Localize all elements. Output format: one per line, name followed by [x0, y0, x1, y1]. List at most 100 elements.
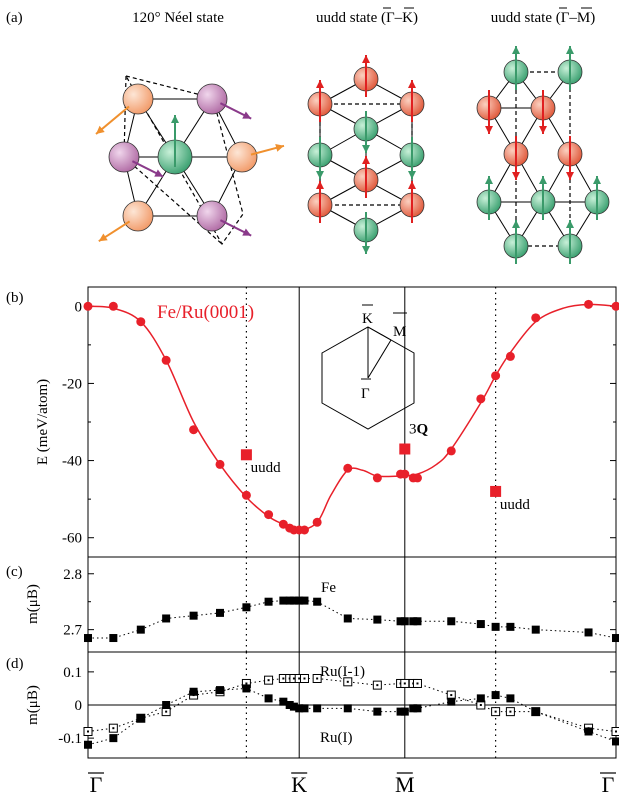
fe-moment-point — [162, 614, 171, 623]
fe-moment-point — [413, 617, 422, 626]
bz-mg — [367, 339, 392, 379]
y-axis-label-b: E (meV/atom) — [35, 379, 51, 465]
spin-arrow — [408, 80, 416, 122]
ru-i-1-point-dot — [615, 730, 617, 733]
spin-arrow — [362, 111, 370, 153]
ru-i-point — [295, 704, 304, 713]
ru-i-1-point-dot — [450, 694, 453, 697]
bz-inset: K M Γ — [321, 304, 415, 430]
y-tick-label: 0 — [75, 698, 83, 714]
bz-hexagon — [321, 326, 415, 430]
bz-label-m: M — [393, 324, 406, 340]
ru-i-point — [373, 707, 382, 716]
fe-moment-point — [447, 617, 456, 626]
fe-moment-point — [242, 603, 251, 612]
atom — [226, 141, 258, 173]
spin-arrow — [171, 115, 179, 167]
ru-i-1-point-dot — [292, 677, 295, 680]
special-state-point — [490, 485, 502, 497]
title-uudd-gm: uudd state (Γ–M) — [491, 10, 596, 26]
annotation-uudd-2: uudd — [500, 497, 530, 513]
energy-point — [343, 463, 353, 473]
spin-arrow — [362, 156, 370, 198]
ru-i-point — [396, 707, 405, 716]
fe-moment-point — [279, 596, 288, 605]
energy-point — [400, 469, 410, 479]
label-fe: Fe — [321, 580, 336, 596]
spin-arrow — [593, 176, 601, 220]
ru-i-1-line — [87, 678, 617, 732]
chart-title-b: Fe/Ru(0001) — [157, 302, 254, 323]
energy-point — [241, 490, 251, 500]
fe-moment-points — [84, 596, 619, 643]
ru-i-1-point-dot — [298, 677, 301, 680]
fe-moment-point — [136, 625, 145, 634]
special-state-point — [240, 449, 252, 461]
spin-arrow — [219, 219, 252, 237]
energy-point — [136, 317, 146, 327]
ru-i-1-point-dot — [87, 730, 89, 733]
fe-moment-point — [300, 596, 309, 605]
fe-moment-point — [216, 608, 224, 617]
y-tick-label: 0.1 — [63, 665, 82, 681]
panel-d: 0.1 0 -0.1 m(μB) Ru(I-1) Ru(I) — [25, 651, 619, 759]
spin-arrow — [539, 176, 547, 220]
ru-i-point — [109, 734, 118, 743]
label-ru-i-1: Ru(I-1) — [320, 664, 365, 680]
fe-moment-point — [313, 597, 322, 606]
spin-arrow — [316, 181, 324, 223]
fe-moment-point — [612, 634, 619, 643]
symmetry-lines-d — [245, 652, 497, 758]
ru-i-point — [491, 691, 500, 700]
fe-moment-point — [506, 622, 515, 631]
panel-b: 0 -20 -40 -60 E (meV/atom) Fe/Ru(0001) K M … — [35, 286, 619, 558]
ru-i-point — [343, 704, 352, 713]
atom — [108, 141, 140, 173]
ru-i-point — [409, 704, 418, 713]
ru-i-point — [162, 701, 171, 709]
y-ticks-b: 0 -20 -40 -60 — [62, 299, 616, 547]
spin-arrow — [566, 136, 574, 180]
spin-arrow — [408, 181, 416, 223]
ru-i-point — [313, 704, 322, 713]
y-tick-label: 2.8 — [63, 567, 82, 583]
y-tick-label: -0.1 — [58, 731, 82, 747]
spin-arrow — [219, 102, 252, 120]
ru-i-point — [136, 714, 145, 723]
y-axis-label-c: m(μB) — [25, 584, 41, 624]
spin-arrow — [316, 137, 324, 179]
ru-i-1-point-dot — [112, 727, 115, 730]
atom — [122, 200, 154, 232]
fe-moment-point — [531, 625, 540, 634]
ru-i-1-point-dot — [376, 684, 379, 687]
frame-c — [87, 556, 617, 653]
spin-arrow — [250, 143, 285, 156]
energy-point — [299, 525, 309, 535]
title-neel: 120° Néel state — [132, 10, 224, 26]
energy-point — [312, 517, 322, 527]
spin-arrow — [316, 80, 324, 122]
spin-arrow — [485, 176, 493, 220]
spin-arrow — [95, 105, 130, 135]
ru-i-point — [264, 694, 273, 703]
ru-i-1-point-dot — [494, 710, 497, 713]
ru-i-point — [506, 694, 515, 703]
fe-moment-point — [84, 634, 92, 643]
ru-i-point — [279, 697, 288, 706]
ru-i-1-point-dot — [282, 677, 285, 680]
y-tick-label: -40 — [62, 454, 82, 470]
spin-arrow — [512, 46, 520, 90]
special-states — [240, 443, 502, 497]
ru-moment-points — [83, 674, 619, 749]
atom — [196, 200, 228, 232]
ru-i-1-point-dot — [403, 682, 406, 685]
spin-arrow — [566, 220, 574, 264]
energy-point — [446, 446, 456, 456]
energy-point — [161, 355, 171, 365]
fe-moment-point — [491, 622, 500, 631]
ru-i-point — [476, 694, 485, 703]
fe-moment-point — [285, 596, 294, 605]
ru-i-1-point-dot — [416, 682, 419, 685]
panel-c: 2.7 2.8 m(μB) Fe — [25, 556, 619, 653]
